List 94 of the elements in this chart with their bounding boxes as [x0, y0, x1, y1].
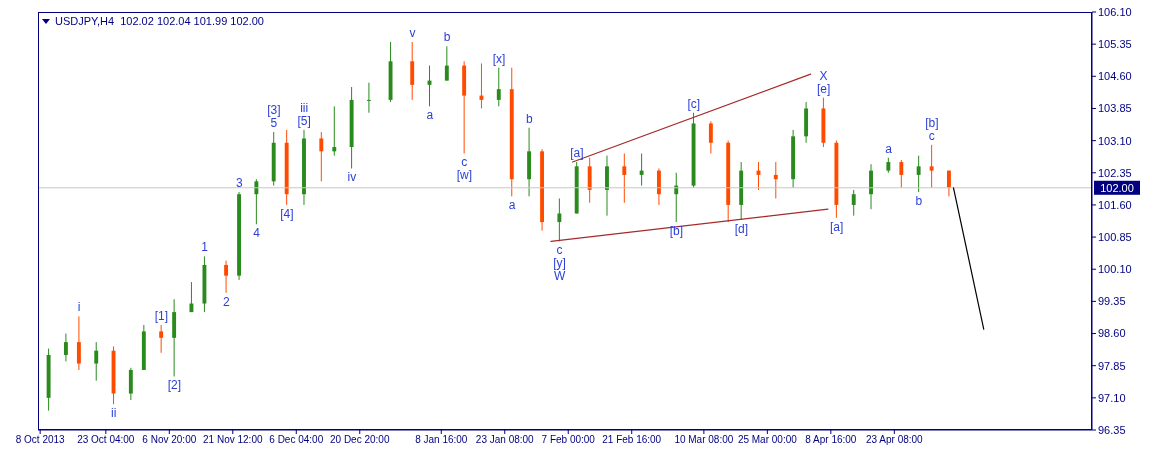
x-tick-label: 10 Mar 08:00 — [674, 434, 734, 446]
annotation: a — [885, 141, 893, 156]
annotation: [a] — [570, 146, 584, 161]
y-tick-label: 100.85 — [1098, 230, 1132, 243]
annotation: c — [928, 128, 935, 143]
x-tick-label: 23 Apr 08:00 — [865, 434, 924, 446]
annotation: [5] — [297, 113, 311, 128]
annotation: [1] — [154, 308, 169, 323]
annotation: X — [819, 68, 828, 83]
annotation: 2 — [222, 294, 230, 309]
x-tick-label: 23 Jan 08:00 — [475, 434, 535, 446]
annotation: 1 — [201, 240, 209, 255]
x-tick-label: 6 Dec 04:00 — [269, 434, 324, 446]
y-tick-label: 98.60 — [1098, 327, 1126, 340]
annotation: [b] — [669, 224, 684, 239]
y-tick-label: 101.60 — [1098, 198, 1132, 211]
annotation: [2] — [167, 378, 182, 393]
candlestick — [63, 333, 68, 362]
x-tick-label: 8 Jan 16:00 — [415, 434, 468, 446]
y-tick-label: 97.85 — [1098, 359, 1126, 372]
candlestick — [557, 197, 562, 242]
annotation: b — [915, 194, 923, 209]
annotation: ii — [111, 406, 117, 421]
candlestick — [189, 281, 194, 313]
candlestick — [605, 155, 609, 217]
candlestick — [410, 41, 415, 101]
x-tick-label: 8 Oct 2013 — [15, 434, 66, 446]
annotation: iv — [347, 170, 357, 185]
annotation: [x] — [492, 51, 506, 66]
candlestick — [929, 144, 934, 189]
y-tick-label: 106.10 — [1098, 5, 1132, 18]
annotation: [b] — [925, 115, 939, 130]
candlestick — [587, 157, 592, 204]
annotation: [w] — [456, 168, 473, 183]
annotation: [c] — [687, 96, 701, 111]
annotation: [e] — [816, 81, 831, 96]
annotation: c — [556, 243, 563, 258]
candlestick — [496, 67, 501, 107]
y-tick-label: 99.35 — [1098, 295, 1126, 308]
y-tick-label: 103.10 — [1098, 134, 1132, 147]
candlestick — [773, 161, 778, 199]
candlestick — [899, 159, 904, 189]
y-tick-label: 105.35 — [1098, 38, 1132, 51]
candlestick — [869, 163, 873, 210]
candlestick — [76, 315, 81, 371]
candlestick — [224, 260, 229, 294]
candlestick — [366, 82, 371, 114]
annotation: b — [525, 111, 533, 126]
annotation: a — [426, 108, 434, 123]
annotation: [d] — [734, 221, 749, 236]
annotation: c — [461, 155, 468, 170]
candlestick — [708, 120, 713, 154]
candlestick — [319, 131, 324, 182]
candlestick — [254, 178, 259, 225]
annotation: 4 — [253, 226, 261, 241]
candlestick — [444, 45, 449, 82]
chart-title: USDJPY,H4 102.02 102.04 101.99 102.00 — [55, 15, 264, 27]
x-tick-label: 25 Mar 00:00 — [737, 434, 798, 446]
x-tick-label: 21 Nov 12:00 — [203, 434, 263, 446]
annotation: [a] — [829, 219, 844, 234]
annotation: [4] — [280, 206, 294, 221]
y-tick-label: 102.35 — [1098, 166, 1132, 179]
y-tick-label: 97.10 — [1098, 391, 1126, 404]
candlestick — [656, 167, 661, 206]
annotation: v — [409, 26, 416, 41]
annotation: a — [508, 198, 516, 213]
x-tick-label: 23 Oct 04:00 — [77, 434, 135, 446]
candlestick — [128, 367, 133, 401]
annotation: b — [443, 30, 451, 45]
annotation: 5 — [270, 116, 278, 131]
y-tick-label: 103.85 — [1098, 102, 1132, 115]
x-tick-label: 21 Feb 16:00 — [602, 434, 662, 446]
candlestick — [916, 155, 921, 193]
ref-line-label: 102.00 — [1100, 181, 1134, 194]
annotation: 3 — [235, 176, 243, 191]
x-tick-label: 6 Nov 20:00 — [142, 434, 197, 446]
annotation: iii — [300, 100, 309, 115]
candlestick — [851, 189, 856, 217]
annotation: [3] — [267, 103, 281, 118]
y-tick-label: 96.35 — [1098, 423, 1126, 436]
x-tick-label: 8 Apr 16:00 — [805, 434, 857, 446]
candlestick — [159, 324, 164, 354]
candlestick — [332, 105, 337, 157]
x-tick-label: 20 Dec 20:00 — [330, 434, 390, 446]
annotation: [y] — [553, 256, 566, 271]
y-tick-label: 100.10 — [1098, 263, 1132, 276]
annotation: W — [553, 269, 566, 284]
annotation: i — [77, 300, 81, 315]
candlestick — [639, 152, 644, 187]
candlestick — [622, 152, 627, 204]
candlestick — [946, 170, 951, 197]
y-tick-label: 104.60 — [1098, 70, 1132, 83]
x-tick-label: 7 Feb 00:00 — [541, 434, 596, 446]
candlestick — [94, 341, 99, 382]
